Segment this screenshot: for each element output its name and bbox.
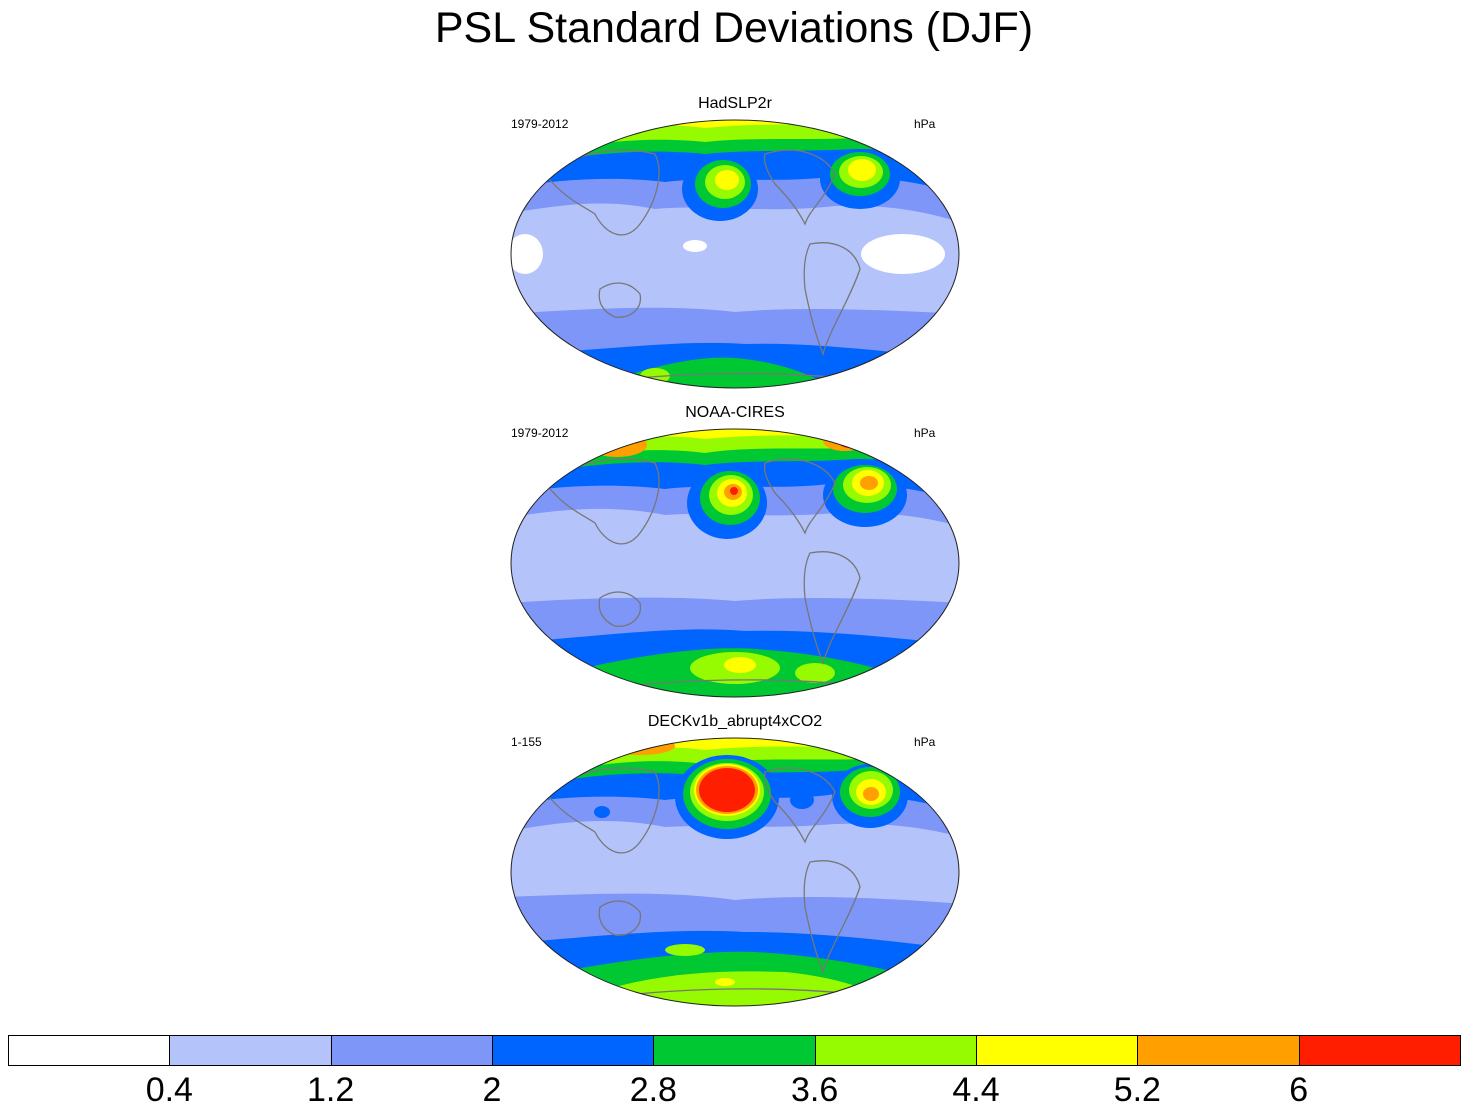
field-nh-yellow xyxy=(585,429,959,445)
coastline-australia xyxy=(598,282,642,318)
field-atl-yellow xyxy=(848,159,876,181)
colorbar-tick-label: 4.4 xyxy=(952,1071,1000,1109)
field-sh-yellow xyxy=(724,657,756,673)
coastline-australia xyxy=(598,900,642,936)
map-hadslp2r xyxy=(510,119,960,389)
coastline-south-america xyxy=(803,551,861,666)
field-blue-patch xyxy=(790,791,814,809)
field-nh-orange xyxy=(605,738,675,755)
coastline-north-america xyxy=(763,458,836,535)
colorbar-box xyxy=(169,1035,332,1066)
coastline-south-america xyxy=(803,242,861,357)
field-white-patch xyxy=(683,240,707,252)
colorbar-tick-label: 2 xyxy=(482,1071,502,1109)
field-pac-red xyxy=(730,487,738,495)
field-sh-lime xyxy=(795,663,835,683)
panel-noaa-cires: NOAA-CIRES 1979-2012 hPa xyxy=(505,403,965,703)
coastline-south-america xyxy=(803,860,861,975)
field-nh-yellow xyxy=(585,738,959,756)
colorbar-tick-label: 1.2 xyxy=(307,1071,355,1109)
panel-title: NOAA-CIRES xyxy=(685,404,785,421)
field-sh-yellow xyxy=(715,978,735,986)
colorbar-box xyxy=(8,1035,171,1066)
field-pac-red xyxy=(699,768,755,812)
field-nh-red xyxy=(838,434,862,448)
panel-title: DECKv1b_abrupt4xCO2 xyxy=(647,713,823,730)
coastline-asia xyxy=(544,149,660,236)
field-sh-lime xyxy=(665,944,705,956)
field-nh-orange xyxy=(823,431,867,451)
field-pac-yellow xyxy=(715,170,739,190)
field-atl-orange xyxy=(863,787,879,801)
colorbar-box xyxy=(1298,1035,1461,1066)
colorbar-tick-label: 6 xyxy=(1289,1071,1309,1109)
panel-period-label: 1-155 xyxy=(511,735,542,749)
colorbar-box xyxy=(1137,1035,1300,1066)
field-nh-orange xyxy=(587,433,647,457)
panel-unit-label: hPa xyxy=(914,426,936,440)
panel-unit-label: hPa xyxy=(914,735,936,749)
panel-period-label: 1979-2012 xyxy=(511,426,569,440)
panel-period-label: 1979-2012 xyxy=(511,117,569,131)
colorbar-tick-label: 2.8 xyxy=(629,1071,677,1109)
panel-deckv1b-abrupt4xco2: DECKv1b_abrupt4xCO2 1-155 hPa xyxy=(505,712,965,1012)
field-nh-red xyxy=(593,431,617,443)
coastline-north-america xyxy=(763,767,836,844)
coastline-north-america xyxy=(763,149,836,226)
field-white-patch xyxy=(511,234,543,274)
colorbar-box xyxy=(976,1035,1139,1066)
panel-title: HadSLP2r xyxy=(698,95,772,112)
panel-unit-label: hPa xyxy=(914,117,936,131)
panel-hadslp2r: HadSLP2r 1979-2012 hPa xyxy=(505,94,965,394)
main-title: PSL Standard Deviations (DJF) xyxy=(434,4,1034,52)
colorbar-tick-label: 3.6 xyxy=(791,1071,839,1109)
field-blue-patch xyxy=(594,806,610,818)
colorbar-tick-label: 5.2 xyxy=(1113,1071,1161,1109)
coastline-asia xyxy=(544,767,660,854)
colorbar-box xyxy=(492,1035,655,1066)
colorbar-box xyxy=(814,1035,977,1066)
map-noaa-cires xyxy=(510,428,960,698)
colorbar-box xyxy=(330,1035,493,1066)
colorbar-tick-label: 0.4 xyxy=(145,1071,193,1109)
coastline-asia xyxy=(544,458,660,545)
coastline-australia xyxy=(598,591,642,627)
map-deckv1b-abrupt4xco2 xyxy=(510,737,960,1007)
field-atl-orange xyxy=(860,476,878,490)
colorbar-box xyxy=(653,1035,816,1066)
field-white-patch xyxy=(861,234,945,274)
colorbar xyxy=(8,1035,1461,1068)
